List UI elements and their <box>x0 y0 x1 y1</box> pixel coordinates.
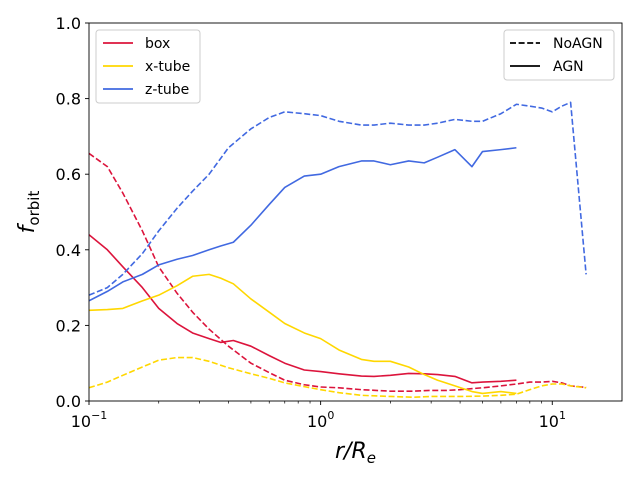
y-tick-label: 0.4 <box>56 241 81 260</box>
y-tick-label: 0.8 <box>56 90 81 109</box>
y-tick-label: 0.0 <box>56 392 81 411</box>
x-tick-label: 101 <box>539 409 566 431</box>
series-line-x-tube-agn <box>89 273 517 395</box>
axes-frame <box>88 22 623 402</box>
legend-label-agn: AGN <box>553 59 584 75</box>
y-tick-label: 0.2 <box>56 316 81 335</box>
series-line-box-agn <box>89 234 517 384</box>
y-axis-label: forbit <box>15 191 43 234</box>
y-tick-label: 0.6 <box>56 165 81 184</box>
legend-label-x-tube: x-tube <box>145 59 190 75</box>
y-tick-label: 1.0 <box>56 14 81 33</box>
legend-label-box: box <box>145 36 170 52</box>
series-line-z-tube-agn <box>89 146 517 302</box>
x-tick-label: 10−1 <box>71 409 108 431</box>
series-line-box-noagn <box>89 152 587 392</box>
legend-label-noagn: NoAGN <box>553 36 603 52</box>
legend-label-z-tube: z-tube <box>145 82 189 98</box>
series-line-z-tube-noagn <box>89 101 587 296</box>
x-tick-label: 100 <box>307 409 334 431</box>
series-line-x-tube-noagn <box>89 356 587 399</box>
legend-orbits: box x-tube z-tube <box>95 29 201 104</box>
legend-orbits-box <box>95 29 201 104</box>
legend-styles: NoAGN AGN <box>503 29 615 81</box>
legend-layer: box x-tube z-tube NoAGN AGN <box>95 29 615 104</box>
axes-layer: 0.0 0.2 0.4 0.6 0.8 1.0 10−1 100 101 r/Re forbit <box>15 14 623 467</box>
x-axis-label: r/Re <box>335 439 376 467</box>
series-layer <box>89 101 587 399</box>
